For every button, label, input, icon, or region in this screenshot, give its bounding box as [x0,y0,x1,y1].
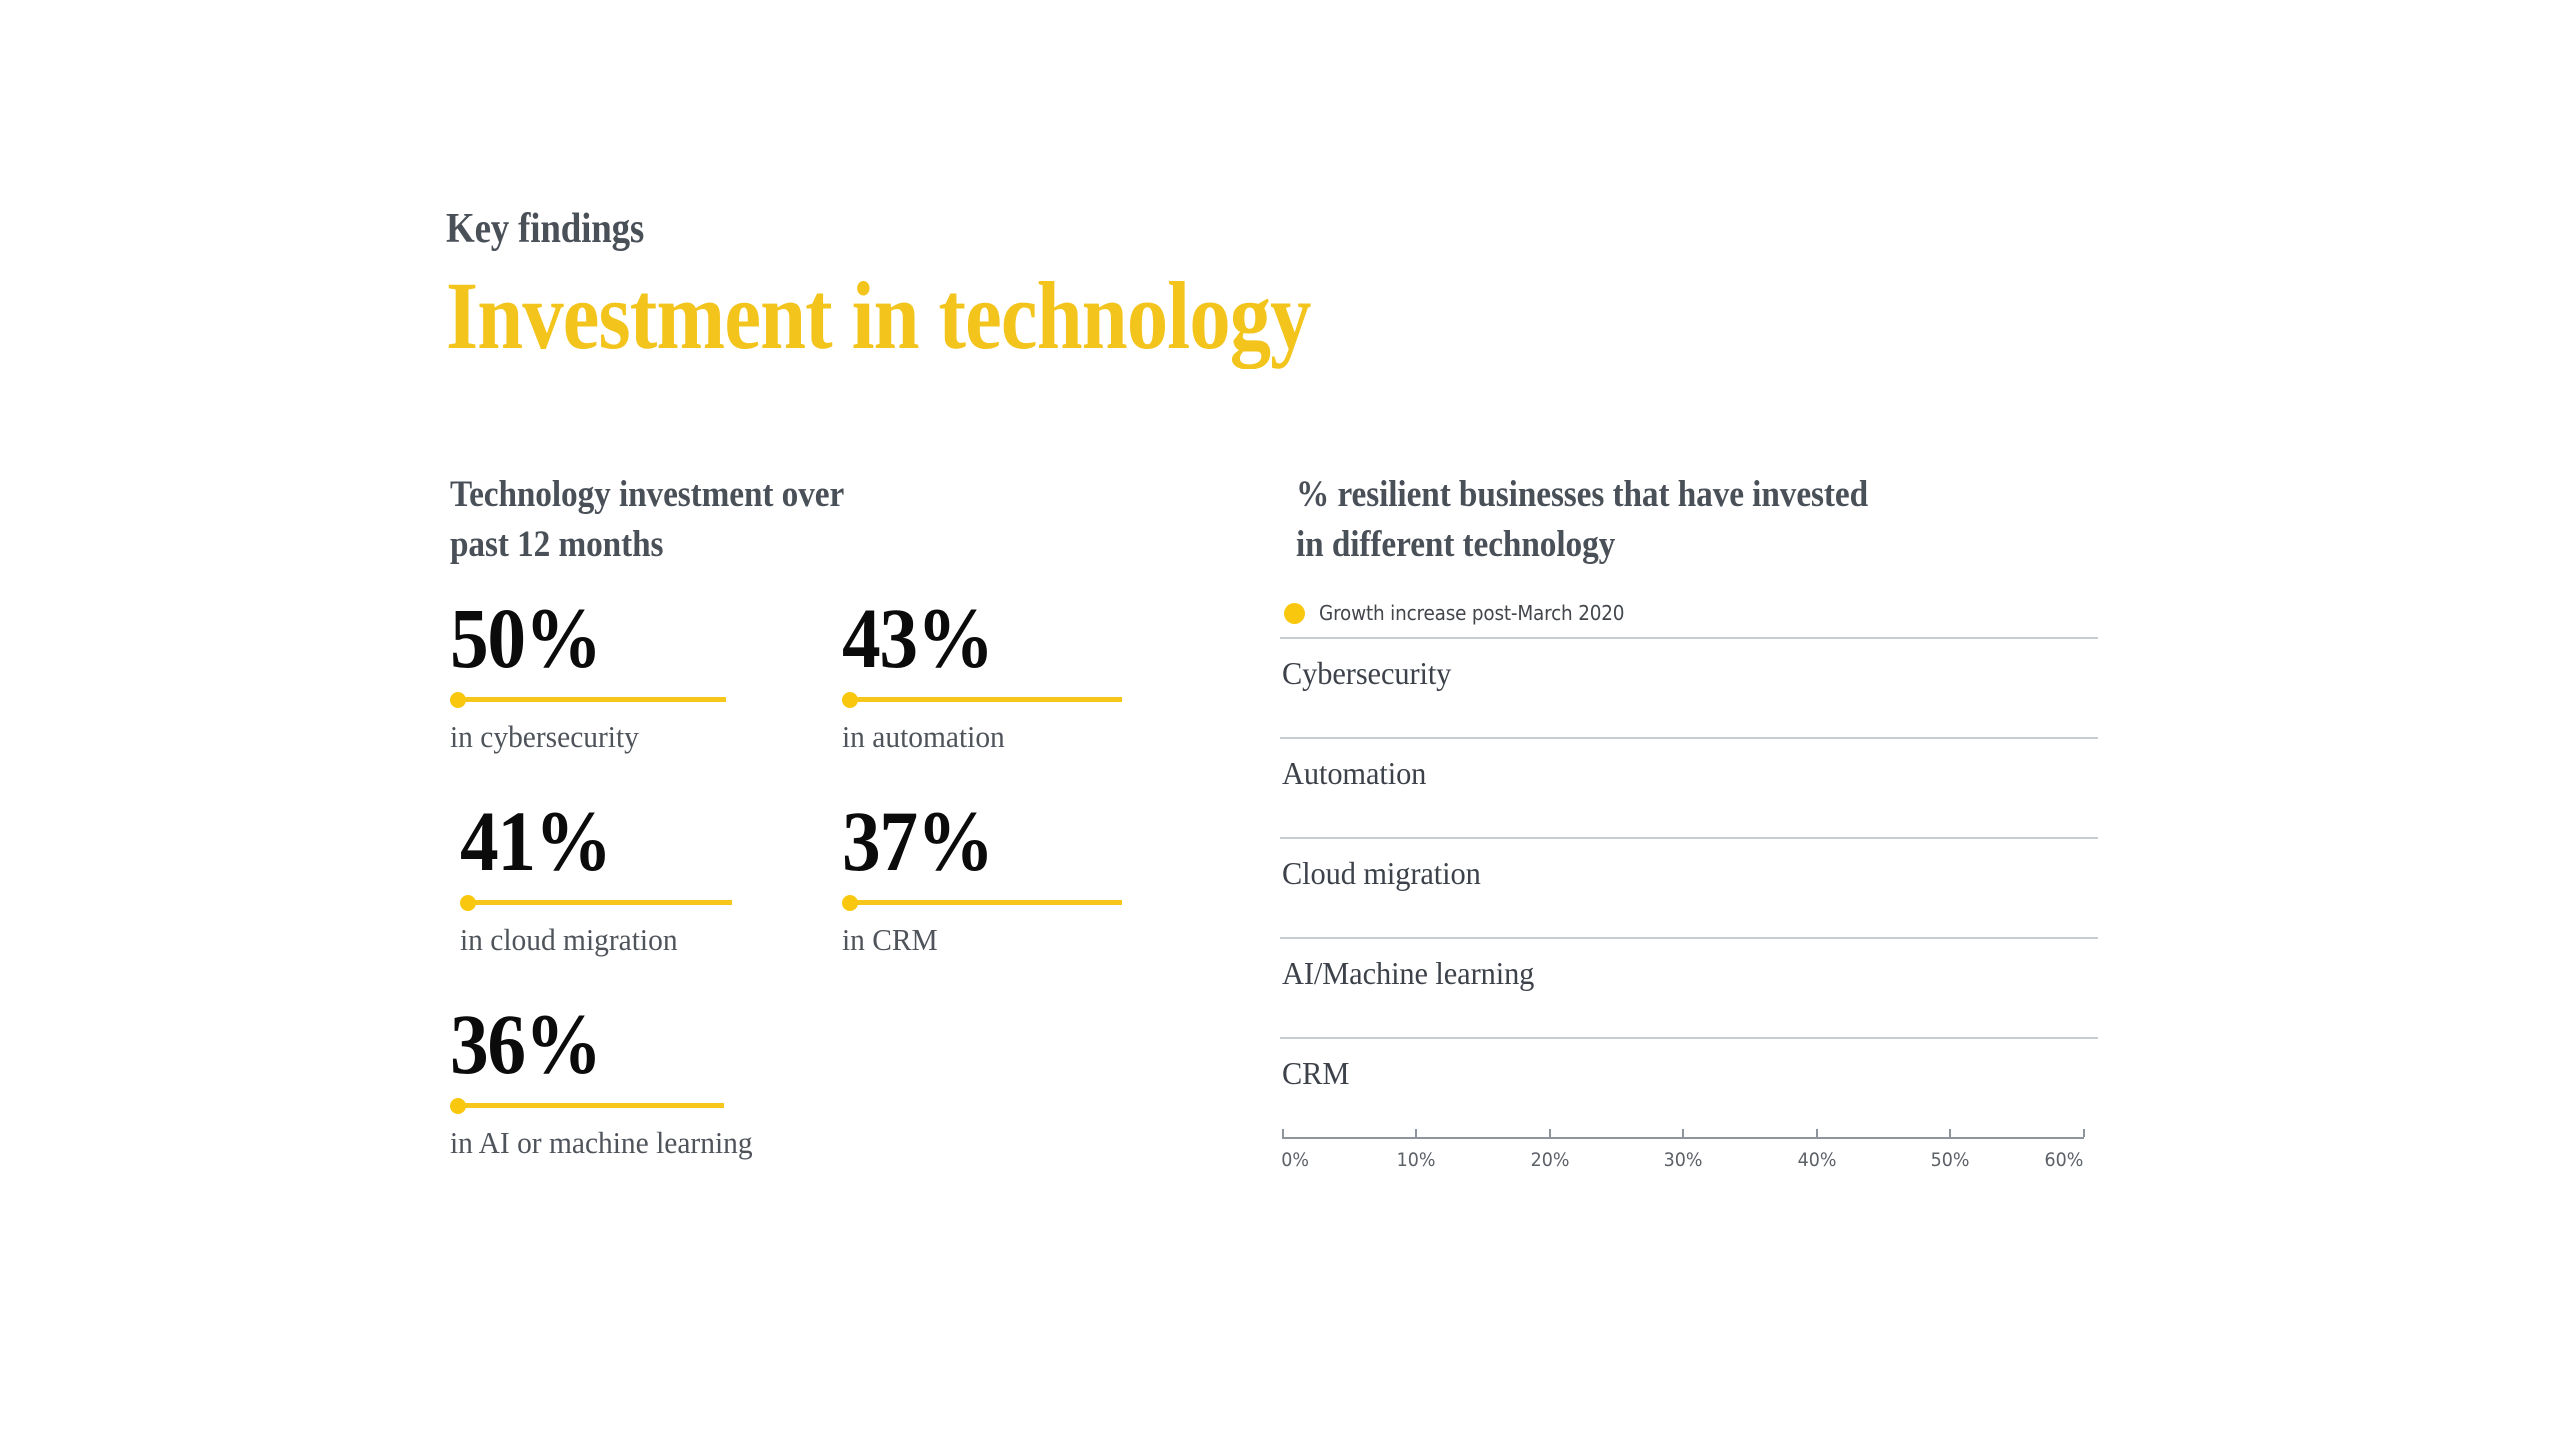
stat-rule-bar [468,900,732,905]
chart-row-label: Cybersecurity [1282,655,1452,691]
legend-label: Growth increase post-March 2020 [1319,601,1625,625]
stat-value: 43% [842,589,994,686]
stat-rule-bar [850,697,1122,702]
axis-tick [1816,1129,1818,1137]
stat-rule [450,691,780,709]
axis-tick-label: 10% [1396,1149,1436,1171]
chart-row-cloud-migration: Cloud migration [1280,837,2098,937]
stat-label: in CRM [842,922,938,957]
right-panel-heading-line-1: % resilient businesses that have investe… [1296,474,1869,515]
stat-label: in automation [842,719,1005,754]
axis-tick [1282,1129,1284,1137]
chart-row-label: CRM [1282,1055,1350,1091]
chart-row-ai-machine-learning: AI/Machine learning [1280,937,2098,1037]
stat-rule-bar [458,697,726,702]
chart-row-label: AI/Machine learning [1282,955,1535,991]
stat-value: 36% [450,995,602,1092]
axis-line [1282,1137,2084,1139]
stat-rule-dot-icon [842,692,858,708]
stat-rule-bar [458,1103,724,1108]
axis-tick [1682,1129,1684,1137]
stat-rule [460,894,790,912]
stat-card-cybersecurity: 50% in cybersecurity [450,589,780,754]
stat-label: in AI or machine learning [450,1125,753,1160]
left-panel: Technology investment over past 12 month… [450,470,1210,1160]
stat-label: in cloud migration [460,922,678,957]
axis-tick-label: 0% [1281,1149,1309,1171]
stat-value: 50% [450,589,602,686]
axis-tick-label: 40% [1797,1149,1837,1171]
stat-row: 41% in cloud migration 37% in CRM [450,792,1210,1004]
stat-rule [842,691,1172,709]
legend-swatch-dot-icon [1284,602,1305,624]
stat-rule-dot-icon [450,1098,466,1114]
chart-row-automation: Automation [1280,737,2098,837]
stat-rule-dot-icon [842,895,858,911]
stat-rule [842,894,1172,912]
axis-tick-label: 20% [1530,1149,1570,1171]
chart-row-label: Cloud migration [1282,855,1481,891]
stat-card-cloud-migration: 41% in cloud migration [460,792,790,957]
stat-rule-bar [850,900,1122,905]
stat-value: 37% [842,792,994,889]
chart-rows: Cybersecurity Automation Cloud migration… [1280,637,2098,1137]
chart-row-crm: CRM [1280,1037,2098,1137]
axis-tick [1415,1129,1417,1137]
stat-rule-dot-icon [450,692,466,708]
axis-tick [2083,1129,2085,1137]
left-panel-heading: Technology investment over past 12 month… [450,470,1134,569]
right-panel-heading: % resilient businesses that have investe… [1296,470,2034,569]
axis-tick [1949,1129,1951,1137]
axis-tick [1549,1129,1551,1137]
chart-row-cybersecurity: Cybersecurity [1280,637,2098,737]
left-panel-heading-line-1: Technology investment over [450,474,845,515]
stats-grid: 50% in cybersecurity 43% in automation [450,589,1210,1207]
stat-card-crm: 37% in CRM [842,792,1172,957]
axis-tick-label: 60% [2044,1149,2084,1171]
right-panel-heading-line-2: in different technology [1296,523,1616,565]
chart-legend: Growth increase post-March 2020 [1284,601,1651,625]
stat-card-automation: 43% in automation [842,589,1172,754]
chart-row-label: Automation [1282,755,1427,791]
axis-tick-label: 30% [1663,1149,1703,1171]
header: Key findings Investment in technology [446,208,2146,364]
stat-label: in cybersecurity [450,719,639,754]
left-panel-heading-line-2: past 12 months [450,523,664,565]
stat-value: 41% [460,792,612,889]
stat-row: 50% in cybersecurity 43% in automation [450,589,1210,801]
stat-rule [450,1097,850,1115]
stat-card-ai-machine-learning: 36% in AI or machine learning [450,995,850,1160]
right-panel: % resilient businesses that have investe… [1280,470,2116,1171]
stat-rule-dot-icon [460,895,476,911]
eyebrow-key-findings: Key findings [446,206,645,252]
page-title: Investment in technology [446,262,1311,369]
axis-tick-label: 50% [1930,1149,1970,1171]
horizontal-bar-chart: Cybersecurity Automation Cloud migration… [1280,637,2098,1171]
stat-row: 36% in AI or machine learning [450,995,1210,1207]
